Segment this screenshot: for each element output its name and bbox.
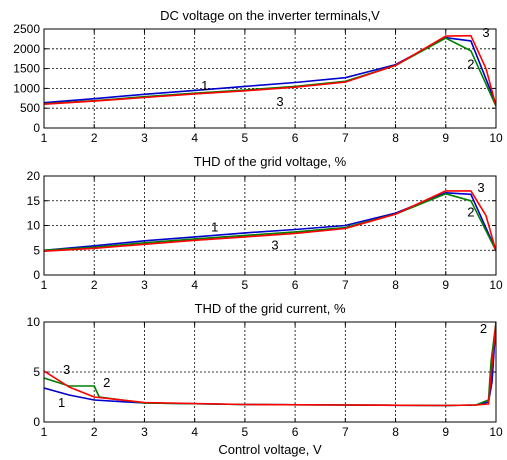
plot-frame bbox=[43, 175, 497, 276]
y-tick-label: 1000 bbox=[13, 81, 40, 95]
chart-title: DC voltage on the inverter terminals,V bbox=[160, 8, 380, 23]
chart-title: THD of the grid voltage, % bbox=[194, 154, 347, 169]
x-tick-label: 5 bbox=[242, 278, 249, 292]
x-tick-label: 2 bbox=[91, 131, 98, 145]
x-tick-label: 3 bbox=[141, 131, 148, 145]
series-annotation: 1 bbox=[58, 395, 65, 410]
x-tick-label: 6 bbox=[292, 131, 299, 145]
series-line-3 bbox=[44, 190, 496, 252]
chart-panel-3: THD of the grid current, % 1 2 3 4 5 6 7 8 9 10 0 5 1… bbox=[27, 301, 503, 457]
x-axis-label: Control voltage, V bbox=[218, 442, 322, 457]
y-tick-label: 2500 bbox=[13, 22, 40, 36]
y-tick-label: 0 bbox=[33, 415, 40, 429]
series-annotation: 3 bbox=[271, 237, 278, 252]
y-tick-label: 1500 bbox=[13, 62, 40, 76]
series-annotation: 2 bbox=[103, 375, 110, 390]
x-tick-label: 9 bbox=[442, 425, 449, 439]
plot-frame bbox=[43, 28, 497, 129]
y-tick-label: 5 bbox=[33, 365, 40, 379]
x-tick-label: 5 bbox=[242, 131, 249, 145]
y-tick-label: 2000 bbox=[13, 42, 40, 56]
series-line-3 bbox=[44, 34, 496, 107]
series-annotation: 1 bbox=[211, 219, 218, 234]
x-tick-label: 9 bbox=[442, 278, 449, 292]
x-tick-label: 6 bbox=[292, 278, 299, 292]
chart-panel-1: DC voltage on the inverter terminals,V 1 2… bbox=[13, 8, 503, 145]
series-line-2 bbox=[44, 37, 496, 107]
x-tick-label: 4 bbox=[191, 278, 198, 292]
x-tick-label: 9 bbox=[442, 131, 449, 145]
x-tick-label: 7 bbox=[342, 425, 349, 439]
series-annotation: 3 bbox=[482, 25, 489, 40]
x-tick-label: 1 bbox=[41, 278, 48, 292]
plot-frame bbox=[43, 321, 497, 423]
series-annotation: 3 bbox=[63, 362, 70, 377]
x-tick-label: 3 bbox=[141, 278, 148, 292]
y-tick-label: 10 bbox=[27, 315, 41, 329]
y-tick-label: 20 bbox=[27, 169, 41, 183]
x-tick-label: 3 bbox=[141, 425, 148, 439]
series-annotation: 2 bbox=[467, 57, 474, 72]
chart-panel-2: THD of the grid voltage, %1 2 3 4 5 6 7 8 9 10051… bbox=[27, 154, 503, 292]
chart-title: THD of the grid current, % bbox=[195, 301, 346, 316]
x-tick-label: 8 bbox=[392, 131, 399, 145]
x-tick-label: 1 bbox=[41, 425, 48, 439]
y-tick-label: 15 bbox=[27, 194, 41, 208]
series-annotation: 3 bbox=[477, 180, 484, 195]
x-tick-label: 8 bbox=[392, 278, 399, 292]
series-line-2 bbox=[44, 322, 496, 407]
x-tick-label: 4 bbox=[191, 131, 198, 145]
y-tick-label: 10 bbox=[27, 219, 41, 233]
x-tick-label: 10 bbox=[489, 131, 503, 145]
x-tick-label: 4 bbox=[191, 425, 198, 439]
x-tick-label: 10 bbox=[489, 425, 503, 439]
x-tick-label: 2 bbox=[91, 425, 98, 439]
x-tick-label: 1 bbox=[41, 131, 48, 145]
x-tick-label: 7 bbox=[342, 278, 349, 292]
x-tick-label: 10 bbox=[489, 278, 503, 292]
series-annotation: 1 bbox=[201, 78, 208, 93]
y-tick-label: 500 bbox=[20, 101, 40, 115]
series-line-1 bbox=[44, 322, 496, 407]
series-line-1 bbox=[44, 192, 496, 252]
series-line-1 bbox=[44, 36, 496, 105]
x-tick-label: 8 bbox=[392, 425, 399, 439]
series-line-3 bbox=[44, 322, 496, 407]
x-tick-label: 5 bbox=[242, 425, 249, 439]
x-tick-label: 6 bbox=[292, 425, 299, 439]
x-tick-label: 7 bbox=[342, 131, 349, 145]
y-tick-label: 0 bbox=[33, 268, 40, 282]
series-line-2 bbox=[44, 193, 496, 252]
series-annotation: 3 bbox=[276, 94, 283, 109]
x-tick-label: 2 bbox=[91, 278, 98, 292]
y-tick-label: 5 bbox=[33, 243, 40, 257]
series-annotation: 2 bbox=[480, 321, 487, 336]
y-tick-label: 0 bbox=[33, 121, 40, 135]
series-annotation: 2 bbox=[467, 205, 474, 220]
